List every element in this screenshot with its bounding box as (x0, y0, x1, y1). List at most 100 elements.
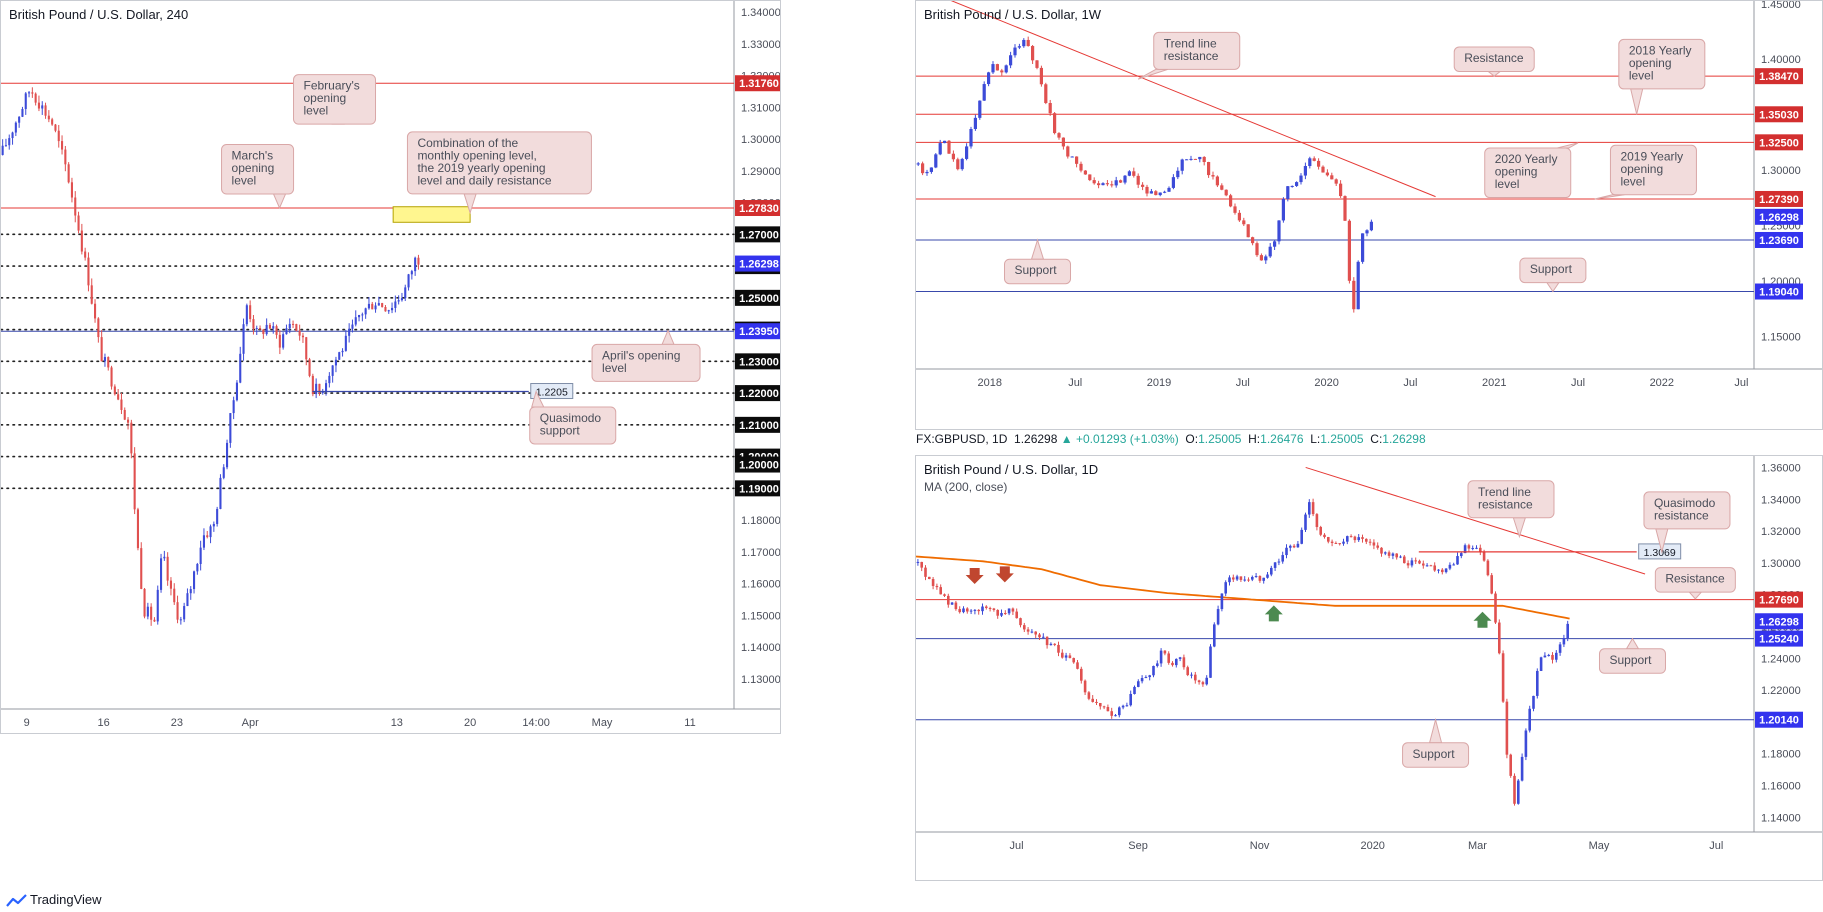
bullish-candle (1209, 646, 1212, 678)
bearish-candle (1229, 195, 1233, 207)
h4-chart-pane[interactable]: 1.340001.330001.320001.310001.300001.290… (0, 0, 781, 734)
price-axis-tag-label: 1.20000 (739, 460, 779, 472)
callout-pointer (1594, 194, 1625, 200)
bullish-candle (1342, 541, 1345, 544)
bullish-candle (1101, 183, 1105, 186)
bearish-candle (956, 159, 960, 170)
time-tick-label: 9 (24, 717, 30, 729)
bullish-candle (1437, 569, 1440, 571)
bullish-candle (1264, 256, 1268, 261)
bearish-candle (1193, 158, 1197, 160)
bearish-candle (920, 561, 923, 568)
bearish-candle (94, 303, 97, 319)
weekly-chart-pane[interactable]: 1.450001.400001.350001.300001.250001.200… (915, 0, 1823, 430)
bearish-candle (1004, 612, 1007, 614)
bullish-candle (1289, 545, 1292, 548)
bullish-candle (232, 400, 235, 414)
weekly-chart-canvas[interactable]: 1.450001.400001.350001.300001.250001.200… (916, 1, 1823, 430)
bearish-candle (1259, 255, 1263, 261)
bearish-candle (90, 285, 93, 304)
bearish-candle (939, 587, 942, 595)
callout-text: Combination of the (417, 136, 518, 150)
symbol-label: FX:GBPUSD, 1D (916, 432, 1008, 446)
bullish-candle (1268, 246, 1272, 257)
bullish-candle (1114, 180, 1118, 186)
bearish-candle (305, 337, 308, 360)
bearish-candle (1292, 545, 1296, 548)
price-axis-tag (1755, 591, 1803, 608)
tradingview-logo-icon[interactable] (6, 894, 28, 908)
bearish-candle (67, 164, 70, 183)
bearish-candle (1186, 667, 1189, 676)
bearish-candle (140, 548, 143, 589)
callout-pointer (1137, 68, 1168, 80)
bearish-candle (1334, 179, 1338, 184)
bearish-candle (1182, 657, 1186, 668)
bearish-candle (176, 602, 179, 620)
bearish-candle (1422, 563, 1425, 566)
price-tick-label: 1.40000 (1761, 54, 1801, 66)
bullish-candle (1152, 665, 1155, 676)
bearish-candle (951, 153, 955, 160)
callout-text: level (1620, 174, 1645, 188)
bullish-candle (1361, 233, 1365, 262)
time-tick-label: 2021 (1482, 377, 1506, 389)
bullish-candle (943, 140, 947, 144)
bullish-candle (41, 105, 44, 109)
bearish-candle (1311, 502, 1315, 515)
callout-box (293, 74, 377, 125)
price-axis-tag (735, 226, 780, 243)
bullish-candle (1140, 677, 1144, 682)
bearish-candle (1312, 158, 1316, 161)
bearish-candle (1106, 707, 1110, 712)
bullish-candle (325, 383, 328, 392)
tradingview-brand[interactable]: TradingView (30, 892, 102, 907)
price-tick-label: 1.18000 (1761, 749, 1801, 761)
bearish-candle (1057, 133, 1061, 138)
price-axis-tag (1755, 208, 1803, 225)
bearish-candle (1075, 156, 1079, 164)
moving-average-line (916, 555, 1570, 620)
bullish-candle (1013, 47, 1017, 56)
callout-box (1609, 144, 1697, 196)
bullish-candle (1189, 158, 1193, 160)
price-axis-tag (735, 289, 780, 306)
daily-chart-pane[interactable]: 1.360001.340001.320001.300001.280001.260… (915, 455, 1823, 881)
level-value-box (530, 383, 574, 400)
bearish-candle (173, 588, 176, 603)
bearish-candle (1211, 175, 1215, 177)
bearish-candle (84, 251, 87, 258)
daily-chart-canvas[interactable]: 1.360001.340001.320001.300001.280001.260… (916, 456, 1823, 881)
bullish-candle (1070, 156, 1074, 158)
bullish-candle (1243, 579, 1246, 581)
bullish-candle (1007, 608, 1011, 614)
h4-chart-canvas[interactable]: 1.340001.330001.320001.310001.300001.290… (1, 1, 781, 734)
price-axis-tag-label: 1.20140 (1759, 715, 1799, 727)
callout-text: 2019 Yearly (1620, 149, 1683, 163)
bearish-candle (935, 585, 939, 588)
bullish-candle (156, 589, 159, 622)
bullish-candle (1129, 693, 1132, 706)
bearish-candle (1239, 576, 1243, 580)
bearish-candle (1490, 575, 1493, 594)
callout-pointer (1630, 88, 1644, 115)
bearish-candle (262, 329, 265, 335)
price-axis-tag-label: 1.19000 (739, 483, 779, 495)
bearish-candle (1376, 545, 1379, 548)
level-value-label: 1.2205 (536, 387, 568, 399)
symbol-info-bar: FX:GBPUSD, 1D 1.26298 ▲ +0.01293 (+1.03%… (916, 432, 1426, 446)
bearish-candle (1323, 534, 1326, 538)
bullish-candle (1384, 552, 1387, 554)
bearish-candle (133, 453, 136, 510)
bullish-candle (1270, 567, 1273, 575)
bullish-candle (1281, 198, 1285, 221)
time-tick-label: 11 (684, 717, 695, 729)
bullish-candle (163, 556, 166, 559)
callout-text: resistance (1654, 508, 1709, 522)
bearish-candle (1251, 237, 1255, 244)
price-tick-label: 1.24000 (1761, 653, 1801, 665)
bullish-candle (1118, 707, 1121, 716)
price-tick-label: 1.14000 (1761, 812, 1801, 824)
callout-box (1484, 147, 1572, 199)
bullish-candle (321, 391, 324, 393)
